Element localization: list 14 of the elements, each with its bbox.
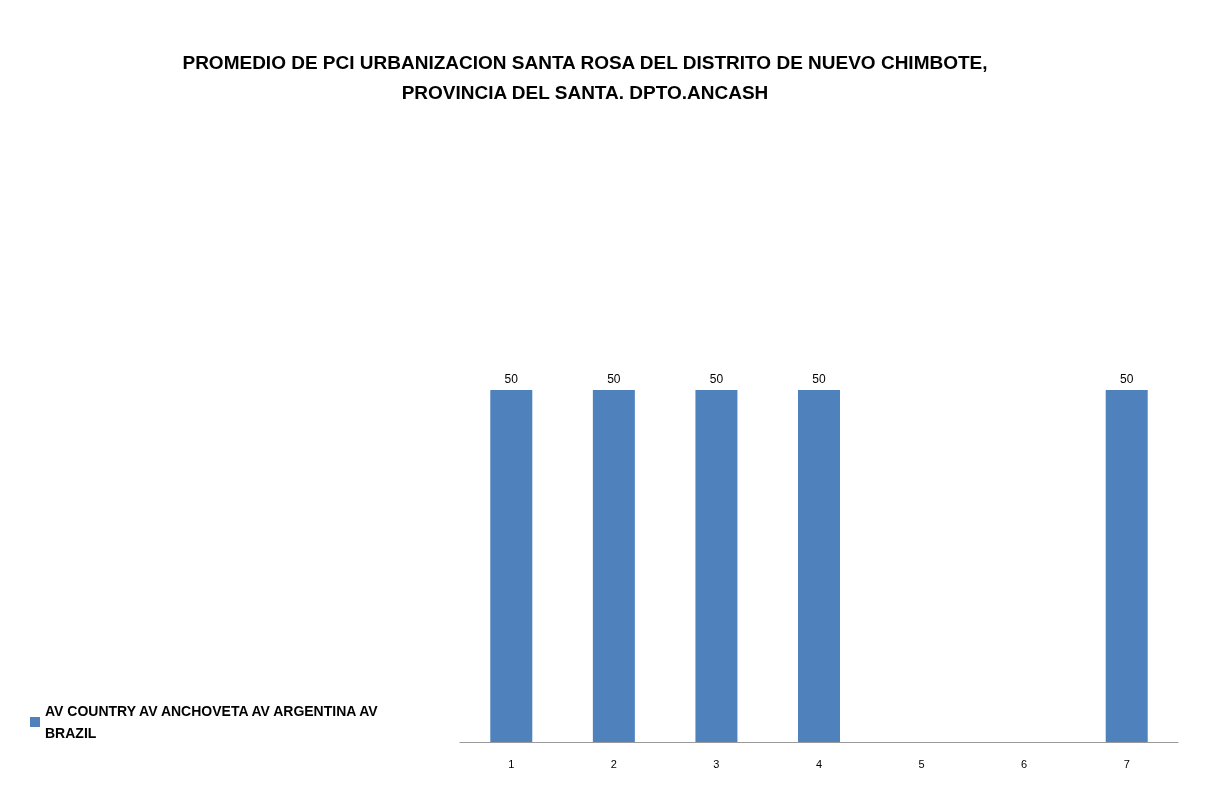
chart-title: PROMEDIO DE PCI URBANIZACION SANTA ROSA DEL DISTRITO DE NUEVO CHIMBOTE, PROVINCIA DEL SANTA. DPTO.ANCASH (182, 51, 988, 103)
legend-label: AV COUNTRY AV ANCHOVETA AV ARGENTINA AV BRAZIL (45, 703, 382, 741)
x-tick-label: 5 (918, 757, 925, 770)
data-label: 50 (709, 372, 724, 386)
x-tick-label: 4 (815, 757, 823, 770)
x-tick-label: 3 (713, 757, 720, 770)
x-tick-label: 7 (1123, 757, 1130, 770)
x-tick-label: 1 (508, 757, 515, 770)
x-tick-label: 2 (610, 757, 617, 770)
data-label: 50 (504, 372, 519, 386)
data-label: 50 (1120, 372, 1134, 386)
data-label: 50 (812, 372, 826, 386)
x-tick-label: 6 (1021, 757, 1028, 770)
data-label: 50 (607, 372, 621, 386)
